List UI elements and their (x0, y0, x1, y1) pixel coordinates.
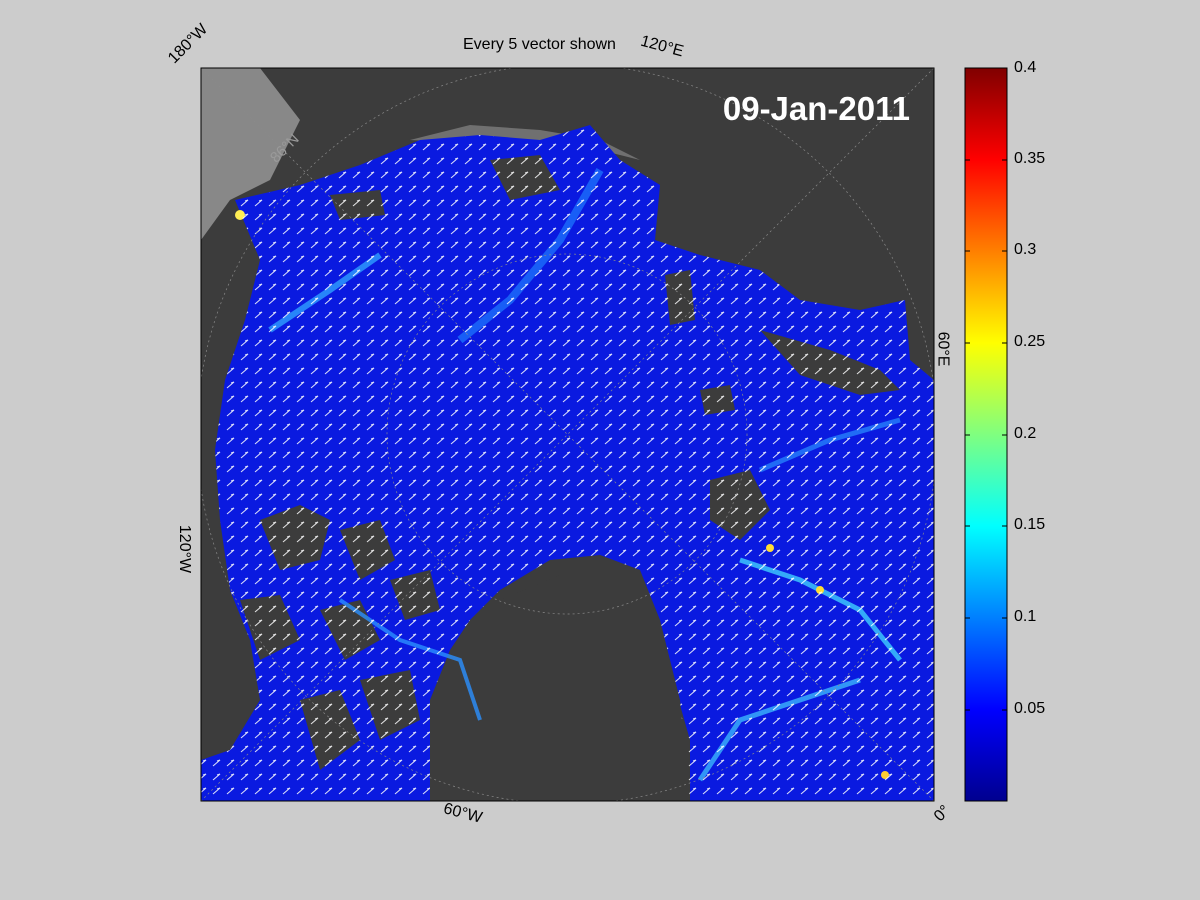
colorbar-tick: 0.1 (1014, 608, 1037, 625)
lon-label-60e: 60°E (934, 331, 952, 367)
greenland (490, 575, 690, 801)
colorbar-tick: 0.2 (1014, 425, 1037, 442)
colorbar (964, 67, 1008, 802)
colorbar-tick: 0.15 (1014, 516, 1046, 533)
colorbar-tick: 0.3 (1014, 241, 1037, 258)
colorbar-tick: 0.35 (1014, 150, 1046, 167)
graticule (386, 253, 748, 615)
colorbar-ticks (965, 159, 1007, 711)
map-frame (200, 67, 935, 802)
lon-label-120w: 120°W (176, 524, 194, 574)
drift-vectors (201, 125, 934, 801)
colorbar-tick: 0.4 (1014, 59, 1037, 76)
colorbar-tick: 0.05 (1014, 700, 1046, 717)
plot-title: Every 5 vector shown (463, 36, 616, 53)
date-label: 09-Jan-2011 (722, 90, 910, 127)
colorbar-tick: 0.25 (1014, 333, 1046, 350)
land-mask (201, 68, 300, 240)
